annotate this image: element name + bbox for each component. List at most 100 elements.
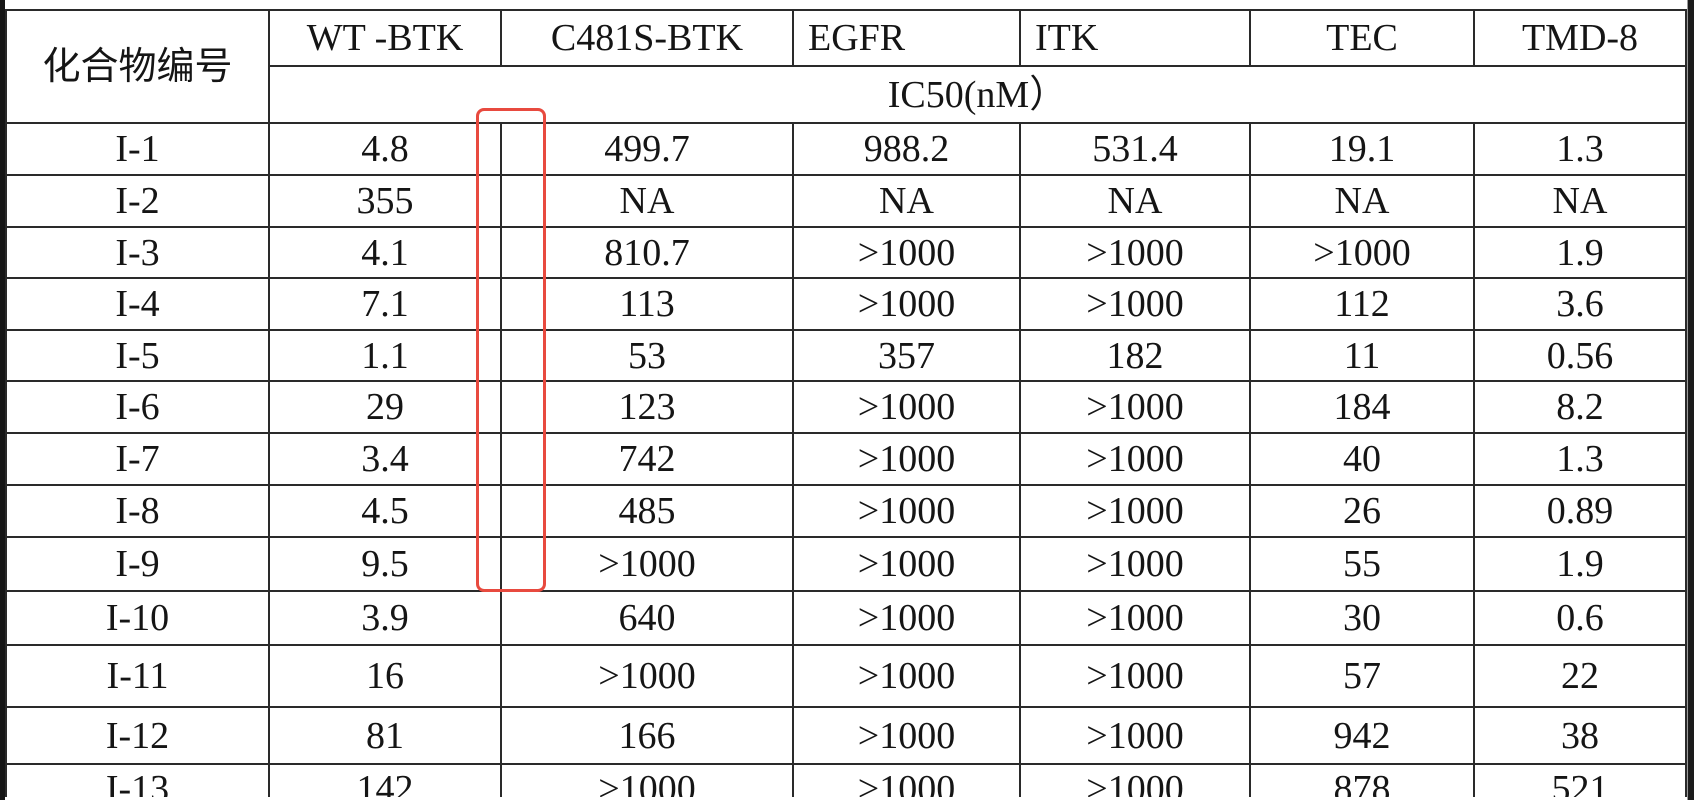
ic50-egfr: 357 bbox=[794, 331, 1021, 382]
ic50-egfr: >1000 bbox=[794, 592, 1021, 646]
screen-edge-left bbox=[0, 0, 5, 800]
table-row: I-6 29 123 >1000 >1000 184 8.2 bbox=[7, 382, 1687, 434]
compound-id: I-6 bbox=[7, 382, 270, 434]
ic50-c481s-btk: >1000 bbox=[502, 765, 794, 797]
ic50-tec: NA bbox=[1251, 176, 1475, 228]
ic50-tmd-8: NA bbox=[1475, 176, 1687, 228]
ic50-wt-btk: 81 bbox=[270, 708, 502, 765]
ic50-egfr: >1000 bbox=[794, 434, 1021, 486]
ic50-c481s-btk: 499.7 bbox=[502, 124, 794, 176]
table-row: I-8 4.5 485 >1000 >1000 26 0.89 bbox=[7, 486, 1687, 538]
ic50-tmd-8: 38 bbox=[1475, 708, 1687, 765]
ic50-egfr: >1000 bbox=[794, 646, 1021, 708]
ic50-c481s-btk: NA bbox=[502, 176, 794, 228]
ic50-c481s-btk: 123 bbox=[502, 382, 794, 434]
ic50-tmd-8: 0.6 bbox=[1475, 592, 1687, 646]
ic50-itk: >1000 bbox=[1021, 765, 1251, 797]
ic50-wt-btk: 9.5 bbox=[270, 538, 502, 592]
table-row: I-11 16 >1000 >1000 >1000 57 22 bbox=[7, 646, 1687, 708]
ic50-itk: >1000 bbox=[1021, 646, 1251, 708]
screen-edge-right bbox=[1687, 0, 1694, 800]
compound-id: I-4 bbox=[7, 279, 270, 331]
compound-id: I-13 bbox=[7, 765, 270, 797]
table-row: I-1 4.8 499.7 988.2 531.4 19.1 1.3 bbox=[7, 124, 1687, 176]
ic50-table: 化合物编号 WT -BTK C481S-BTK EGFR ITK TEC TMD… bbox=[5, 9, 1687, 797]
table-row: I-12 81 166 >1000 >1000 942 38 bbox=[7, 708, 1687, 765]
ic50-egfr: 988.2 bbox=[794, 124, 1021, 176]
ic50-c481s-btk: 113 bbox=[502, 279, 794, 331]
ic50-wt-btk: 4.8 bbox=[270, 124, 502, 176]
ic50-c481s-btk: 742 bbox=[502, 434, 794, 486]
ic50-egfr: >1000 bbox=[794, 382, 1021, 434]
ic50-wt-btk: 4.1 bbox=[270, 228, 502, 279]
ic50-wt-btk: 16 bbox=[270, 646, 502, 708]
ic50-c481s-btk: 166 bbox=[502, 708, 794, 765]
ic50-tec: 57 bbox=[1251, 646, 1475, 708]
ic50-wt-btk: 1.1 bbox=[270, 331, 502, 382]
column-header-egfr: EGFR bbox=[794, 11, 1021, 67]
ic50-c481s-btk: >1000 bbox=[502, 538, 794, 592]
ic50-tec: 11 bbox=[1251, 331, 1475, 382]
ic50-tec: 19.1 bbox=[1251, 124, 1475, 176]
column-header-c481s-btk: C481S-BTK bbox=[502, 11, 794, 67]
ic50-c481s-btk: 640 bbox=[502, 592, 794, 646]
compound-id: I-2 bbox=[7, 176, 270, 228]
ic50-wt-btk: 3.4 bbox=[270, 434, 502, 486]
table-header: 化合物编号 WT -BTK C481S-BTK EGFR ITK TEC TMD… bbox=[7, 11, 1687, 124]
ic50-itk: >1000 bbox=[1021, 228, 1251, 279]
column-header-itk: ITK bbox=[1021, 11, 1251, 67]
compound-id: I-12 bbox=[7, 708, 270, 765]
compound-id: I-11 bbox=[7, 646, 270, 708]
ic50-c481s-btk: 810.7 bbox=[502, 228, 794, 279]
compound-id: I-3 bbox=[7, 228, 270, 279]
ic50-tmd-8: 1.3 bbox=[1475, 124, 1687, 176]
ic50-itk: >1000 bbox=[1021, 592, 1251, 646]
ic50-tec: 30 bbox=[1251, 592, 1475, 646]
ic50-tec: 55 bbox=[1251, 538, 1475, 592]
ic50-itk: 531.4 bbox=[1021, 124, 1251, 176]
ic50-itk: >1000 bbox=[1021, 279, 1251, 331]
ic50-tmd-8: 22 bbox=[1475, 646, 1687, 708]
ic50-egfr: >1000 bbox=[794, 708, 1021, 765]
ic50-tmd-8: 1.9 bbox=[1475, 538, 1687, 592]
ic50-tec: 40 bbox=[1251, 434, 1475, 486]
ic50-tmd-8: 3.6 bbox=[1475, 279, 1687, 331]
ic50-itk: >1000 bbox=[1021, 434, 1251, 486]
ic50-tec: 942 bbox=[1251, 708, 1475, 765]
ic50-tmd-8: 1.9 bbox=[1475, 228, 1687, 279]
ic50-egfr: >1000 bbox=[794, 486, 1021, 538]
ic50-wt-btk: 3.9 bbox=[270, 592, 502, 646]
ic50-tec: >1000 bbox=[1251, 228, 1475, 279]
ic50-tec: 878 bbox=[1251, 765, 1475, 797]
compound-id: I-7 bbox=[7, 434, 270, 486]
ic50-egfr: >1000 bbox=[794, 765, 1021, 797]
ic50-c481s-btk: >1000 bbox=[502, 646, 794, 708]
ic50-itk: 182 bbox=[1021, 331, 1251, 382]
table-row: I-3 4.1 810.7 >1000 >1000 >1000 1.9 bbox=[7, 228, 1687, 279]
ic50-wt-btk: 29 bbox=[270, 382, 502, 434]
compound-id: I-8 bbox=[7, 486, 270, 538]
ic50-egfr: >1000 bbox=[794, 538, 1021, 592]
ic50-unit-header: IC50(nM） bbox=[270, 67, 1687, 124]
ic50-itk: >1000 bbox=[1021, 486, 1251, 538]
table-row: I-7 3.4 742 >1000 >1000 40 1.3 bbox=[7, 434, 1687, 486]
ic50-wt-btk: 142 bbox=[270, 765, 502, 797]
table-row: I-4 7.1 113 >1000 >1000 112 3.6 bbox=[7, 279, 1687, 331]
compound-id: I-9 bbox=[7, 538, 270, 592]
ic50-c481s-btk: 53 bbox=[502, 331, 794, 382]
column-header-tec: TEC bbox=[1251, 11, 1475, 67]
ic50-itk: >1000 bbox=[1021, 382, 1251, 434]
ic50-tec: 184 bbox=[1251, 382, 1475, 434]
target-header-group: WT -BTK C481S-BTK EGFR ITK TEC TMD-8 IC5… bbox=[270, 11, 1687, 124]
ic50-wt-btk: 4.5 bbox=[270, 486, 502, 538]
ic50-tmd-8: 8.2 bbox=[1475, 382, 1687, 434]
ic50-egfr: NA bbox=[794, 176, 1021, 228]
ic50-tmd-8: 0.89 bbox=[1475, 486, 1687, 538]
ic50-wt-btk: 7.1 bbox=[270, 279, 502, 331]
ic50-tmd-8: 521 bbox=[1475, 765, 1687, 797]
target-header-row: WT -BTK C481S-BTK EGFR ITK TEC TMD-8 bbox=[270, 11, 1687, 67]
ic50-tmd-8: 1.3 bbox=[1475, 434, 1687, 486]
compound-id-header: 化合物编号 bbox=[7, 11, 270, 124]
compound-id: I-10 bbox=[7, 592, 270, 646]
compound-id: I-1 bbox=[7, 124, 270, 176]
